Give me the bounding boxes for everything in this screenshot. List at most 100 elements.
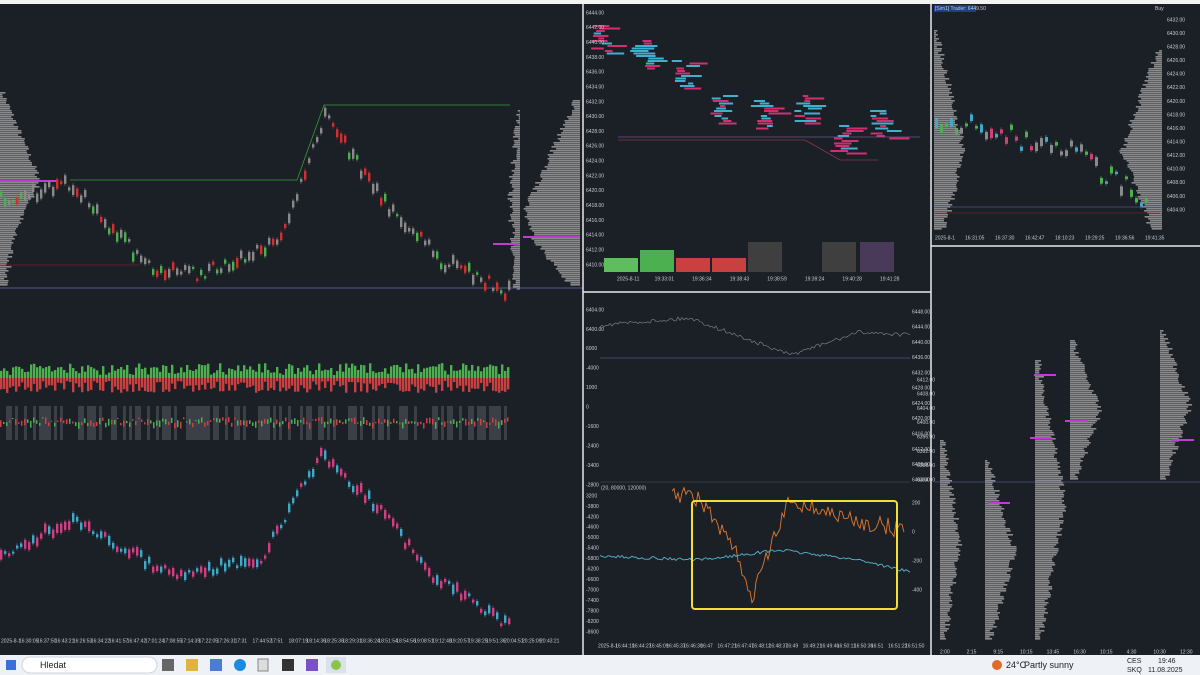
- profile-bar: [1160, 412, 1189, 414]
- vol-dn: [507, 378, 510, 390]
- delta: [93, 422, 95, 428]
- profile-bar: [940, 592, 953, 594]
- axis-labels: (20, 80000, 120000) [Sim1] Trader: 6449.…: [1, 5, 1193, 655]
- delta: [432, 418, 434, 425]
- profile-bar: [1035, 452, 1058, 454]
- app-icon[interactable]: [210, 659, 222, 671]
- candle: [96, 204, 99, 214]
- profile-bar: [985, 488, 994, 490]
- delta: [333, 420, 335, 427]
- profile-bar: [1150, 226, 1162, 228]
- profile-bar: [940, 522, 956, 524]
- profile-bar: [0, 142, 25, 144]
- candle: [308, 158, 311, 164]
- vol-dn: [408, 378, 411, 392]
- profile-bar: [1035, 588, 1053, 590]
- vol-up: [192, 370, 195, 378]
- profile-bar: [1160, 338, 1169, 340]
- profile-bar: [934, 120, 956, 122]
- poc-marker: [1065, 420, 1087, 422]
- profile-bar: [1070, 428, 1097, 430]
- profile-bar: [0, 110, 12, 112]
- axis-label: 6404.00: [1167, 207, 1185, 213]
- vol-up: [318, 363, 321, 378]
- profile-bar: [1035, 594, 1052, 596]
- candle: [148, 556, 151, 564]
- profile-bar: [1035, 638, 1041, 640]
- profile-bar: [1140, 90, 1162, 92]
- profile-bar: [1141, 104, 1162, 106]
- profile-bar: [940, 634, 945, 636]
- vol-dn: [366, 378, 369, 393]
- profile-bar: [1070, 478, 1079, 480]
- delta: [225, 418, 227, 425]
- vol-up: [105, 374, 108, 378]
- profile-bar: [1131, 122, 1162, 124]
- search-box[interactable]: [21, 656, 158, 674]
- candle: [264, 247, 267, 257]
- footprint-bar: [723, 120, 732, 122]
- profile-bar: [0, 216, 21, 218]
- candle: [1050, 144, 1053, 153]
- time-label: 10:15: [1020, 649, 1033, 655]
- profile-bar: [0, 278, 5, 280]
- app-icon[interactable]: [162, 659, 174, 671]
- app-icon[interactable]: [186, 659, 198, 671]
- app-icon[interactable]: [257, 658, 269, 672]
- profile-bar: [1126, 146, 1162, 148]
- profile-bar: [559, 140, 580, 142]
- candle: [388, 209, 391, 217]
- profile-bar: [516, 156, 520, 158]
- profile-bar: [0, 228, 17, 230]
- app-icon[interactable]: [306, 659, 318, 671]
- profile-bar: [1035, 502, 1063, 504]
- delta-bg: [351, 406, 354, 440]
- profile-bar: [934, 150, 966, 152]
- candle: [252, 252, 255, 261]
- vol-dn: [54, 378, 57, 391]
- time-label: 16:34:22: [91, 638, 111, 644]
- time-label: 20:25:09: [522, 638, 542, 644]
- footprint-bar: [796, 102, 811, 105]
- keyboard-layout: SKQ: [1127, 667, 1142, 674]
- app-icon[interactable]: [331, 660, 341, 670]
- app-icon[interactable]: [234, 659, 246, 671]
- profile-bar: [934, 36, 936, 38]
- profile-bar: [0, 230, 16, 232]
- profile-bar: [1035, 420, 1050, 422]
- profile-bar: [1155, 56, 1162, 58]
- vol-dn: [273, 378, 276, 391]
- footprint-bar: [686, 65, 700, 67]
- profile-bar: [0, 194, 34, 196]
- delta: [27, 419, 29, 423]
- start-button[interactable]: [6, 660, 16, 670]
- vol-up: [381, 371, 384, 378]
- delta: [222, 417, 224, 421]
- vol-dn: [204, 378, 207, 390]
- profile-bar: [527, 198, 580, 200]
- profile-bar: [1129, 120, 1162, 122]
- vol-dn: [393, 378, 396, 384]
- profile-bar: [1070, 460, 1083, 462]
- profile-bar: [0, 136, 22, 138]
- footprint-bar: [876, 120, 894, 122]
- profile-bar: [934, 40, 937, 42]
- profile-bar: [940, 584, 953, 586]
- footprint-bar: [804, 97, 825, 100]
- vol-up: [399, 367, 402, 378]
- profile-bar: [1035, 404, 1045, 406]
- profile-bar: [1035, 362, 1039, 364]
- profile-bar: [1148, 214, 1162, 216]
- delta: [402, 422, 404, 429]
- vol-dn: [81, 378, 84, 393]
- footprint-bar: [631, 47, 655, 50]
- profile-bar: [1135, 116, 1162, 118]
- candle: [212, 261, 215, 265]
- vol-dn: [483, 378, 486, 392]
- footprint-bar: [757, 120, 773, 122]
- profile-bar: [1070, 414, 1098, 416]
- time-label: 2025-8-1: [598, 643, 618, 649]
- app-icon[interactable]: [282, 659, 294, 671]
- vol-dn: [90, 378, 93, 390]
- profile-bar: [0, 140, 25, 142]
